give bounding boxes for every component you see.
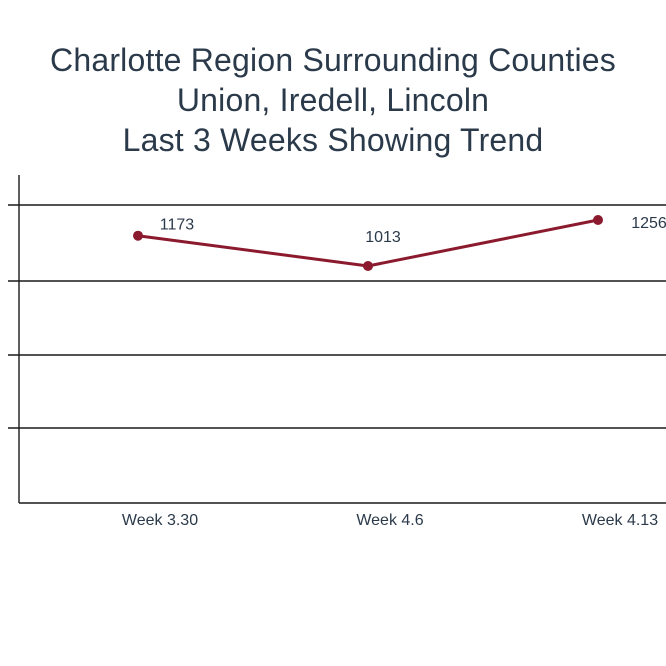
x-tick-label: Week 3.30 — [122, 512, 198, 529]
x-tick-label: Week 4.13 — [582, 512, 658, 529]
chart-title: Charlotte Region Surrounding Counties Un… — [0, 40, 666, 160]
chart-title-line-3: Last 3 Weeks Showing Trend — [122, 122, 544, 158]
chart-title-line-2: Union, Iredell, Lincoln — [176, 82, 490, 118]
data-label: 1256 — [631, 215, 666, 232]
data-point[interactable] — [133, 230, 143, 241]
data-point[interactable] — [593, 215, 603, 225]
data-point[interactable] — [363, 261, 373, 271]
chart-title-line-1: Charlotte Region Surrounding Counties — [50, 42, 616, 78]
data-label: 1173 — [160, 217, 195, 234]
data-label: 1013 — [365, 229, 401, 246]
x-tick-label: Week 4.6 — [356, 512, 423, 529]
